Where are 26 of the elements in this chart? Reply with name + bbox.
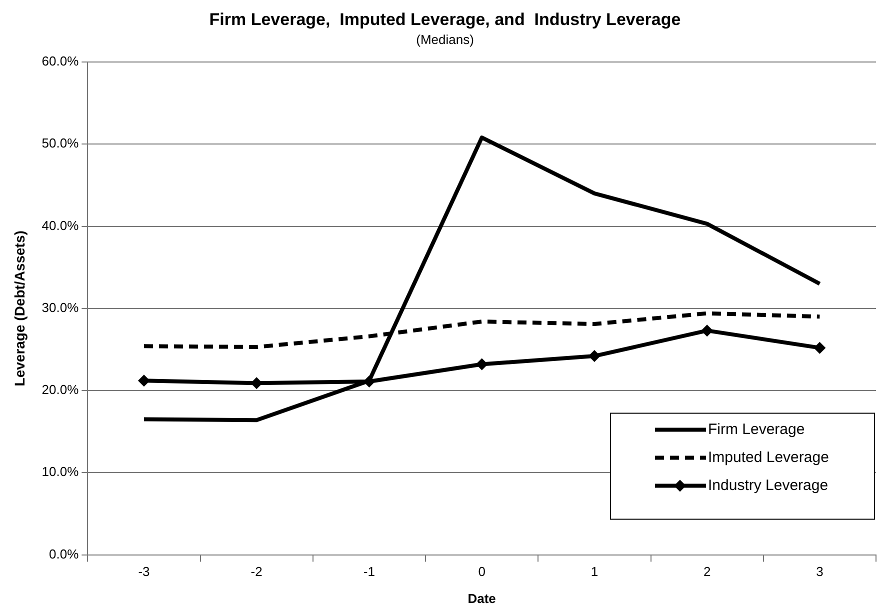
point xyxy=(363,376,376,388)
chart-subtitle: (Medians) xyxy=(416,32,474,47)
y-tick-label: 30.0% xyxy=(42,300,80,315)
x-tick-label: 2 xyxy=(703,564,711,580)
x-tick-label: -3 xyxy=(138,564,150,580)
legend-label: Firm Leverage xyxy=(708,420,805,438)
y-tick-label: 40.0% xyxy=(42,218,80,233)
x-tick-label: 0 xyxy=(478,564,486,580)
y-tick-label: 0.0% xyxy=(49,546,80,562)
y-tick-label: 50.0% xyxy=(42,136,80,151)
chart-title: Firm Leverage, Imputed Leverage, and Industry Leverage xyxy=(209,10,681,29)
x-tick-label: -1 xyxy=(363,564,375,580)
y-tick-label: 60.0% xyxy=(42,54,80,69)
y-tick-label: 20.0% xyxy=(42,382,80,398)
x-tick-label: 3 xyxy=(816,564,824,580)
point xyxy=(701,324,714,337)
y-axis-title: Leverage (Debt/Assets) xyxy=(11,230,28,386)
point xyxy=(138,374,150,387)
point xyxy=(476,358,488,370)
legend-label: Imputed Leverage xyxy=(708,448,829,466)
legend-label: Industry Leverage xyxy=(708,476,828,494)
y-tick-label: 10.0% xyxy=(42,464,80,480)
x-tick-label: -2 xyxy=(250,564,262,580)
x-axis-title: Date xyxy=(468,590,496,606)
point xyxy=(814,342,826,354)
x-tick-label: 1 xyxy=(590,564,598,580)
